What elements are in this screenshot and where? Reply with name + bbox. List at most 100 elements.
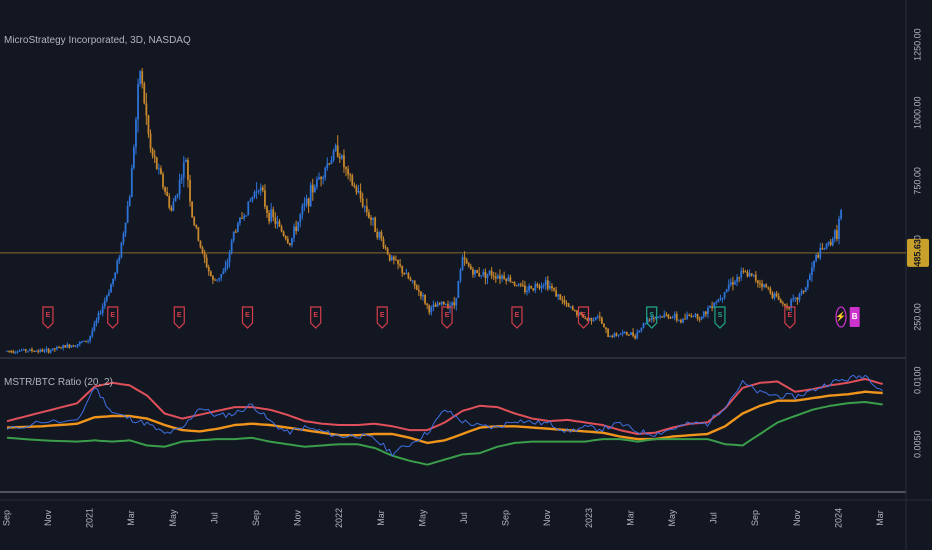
time-tick-label: Jul [209, 512, 219, 524]
candle-body [363, 206, 366, 208]
indicator-lines [6, 374, 883, 466]
candle-body [326, 163, 329, 169]
candle-body [825, 243, 828, 249]
candle-body [617, 334, 620, 336]
time-tick-label: 2022 [334, 508, 344, 528]
candle-body [447, 304, 449, 309]
candle-body [723, 292, 726, 298]
candle-body [62, 345, 65, 349]
candle-body [12, 351, 15, 353]
candle-body [565, 303, 568, 305]
candle-body [827, 241, 830, 244]
candle-body [515, 285, 518, 287]
candle-body [605, 327, 607, 330]
candle-body [118, 257, 121, 262]
time-tick-label: May [667, 509, 677, 527]
candle-body [120, 242, 123, 258]
candle-body [157, 168, 160, 170]
candle-body [18, 350, 21, 352]
candle-body [813, 260, 815, 268]
marker-shape [577, 306, 590, 329]
candle-body [715, 302, 718, 304]
candle-body [236, 223, 239, 232]
candle-body [284, 236, 287, 239]
candle-body [353, 185, 356, 187]
candle-body [476, 270, 478, 274]
candle-body [430, 307, 433, 313]
candle-body [563, 299, 566, 304]
candle-body [688, 315, 691, 317]
candle-body [301, 205, 304, 215]
candle-body [347, 168, 350, 175]
candle-body [99, 313, 102, 315]
series-upper-line [6, 378, 883, 435]
candle-body [488, 270, 491, 274]
candle-body [819, 247, 822, 258]
candle-body [773, 293, 776, 299]
candle-body [399, 264, 402, 266]
candle-body [424, 294, 426, 304]
candle-body [293, 226, 295, 238]
candle-body [124, 222, 127, 234]
candle-body [503, 275, 506, 279]
candle-body [105, 295, 108, 301]
candle-body [717, 299, 720, 303]
candle-body [343, 155, 345, 168]
event-marker-earnings: E [173, 306, 185, 329]
candle-body [184, 159, 187, 163]
candle-body [332, 150, 335, 160]
candle-body [702, 311, 705, 317]
event-marker-flash: ⚡ [835, 306, 847, 328]
candle-body [170, 207, 173, 211]
candle-body [72, 345, 75, 347]
candle-body [700, 316, 703, 320]
candle-body [33, 350, 35, 352]
candle-body [540, 285, 543, 289]
candle-body [840, 209, 842, 219]
candle-body [209, 271, 212, 277]
candle-body [490, 270, 493, 276]
candle-body [368, 212, 370, 218]
candle-body [251, 196, 254, 201]
candle-body [334, 145, 337, 151]
candle-body [39, 349, 42, 352]
candle-body [112, 278, 114, 285]
candle-body [646, 319, 649, 324]
candle-body [261, 187, 264, 191]
candle-body [742, 270, 745, 272]
event-marker-earnings: E [441, 306, 453, 329]
candle-body [218, 277, 221, 280]
candle-body [153, 155, 156, 158]
marker-label: E [46, 312, 51, 319]
candle-body [463, 257, 466, 260]
candle-body [474, 270, 476, 275]
candle-body [692, 315, 695, 317]
candle-body [798, 293, 801, 300]
candle-body [182, 162, 185, 178]
candle-body [472, 269, 474, 275]
marker-shape [714, 306, 726, 329]
candle-body [28, 349, 31, 351]
candle-body [85, 340, 87, 342]
marker-label: E [788, 312, 793, 319]
candle-body [216, 279, 218, 281]
candle-body [336, 145, 339, 157]
candle-body [103, 300, 106, 307]
event-marker-dividend: B [849, 307, 860, 327]
candle-body [459, 269, 462, 282]
candle-body [162, 174, 164, 188]
candle-body [201, 247, 204, 253]
candle-body [189, 179, 191, 202]
candle-body [496, 275, 499, 279]
candle-body [756, 280, 759, 284]
time-tick-label: 2023 [584, 508, 594, 528]
candle-body [713, 303, 716, 309]
marker-label: B [852, 312, 858, 321]
candle-body [370, 217, 372, 220]
candle-body [137, 83, 139, 120]
candle-body [230, 240, 233, 253]
candle-body [224, 267, 227, 272]
candle-body [241, 217, 243, 219]
